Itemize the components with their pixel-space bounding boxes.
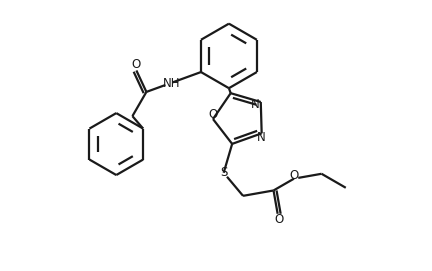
Text: O: O (274, 213, 283, 226)
Text: N: N (257, 131, 266, 144)
Text: S: S (220, 166, 227, 179)
Text: N: N (251, 98, 260, 111)
Text: O: O (208, 108, 218, 121)
Text: O: O (289, 169, 299, 182)
Text: O: O (132, 58, 141, 71)
Text: NH: NH (163, 77, 181, 90)
